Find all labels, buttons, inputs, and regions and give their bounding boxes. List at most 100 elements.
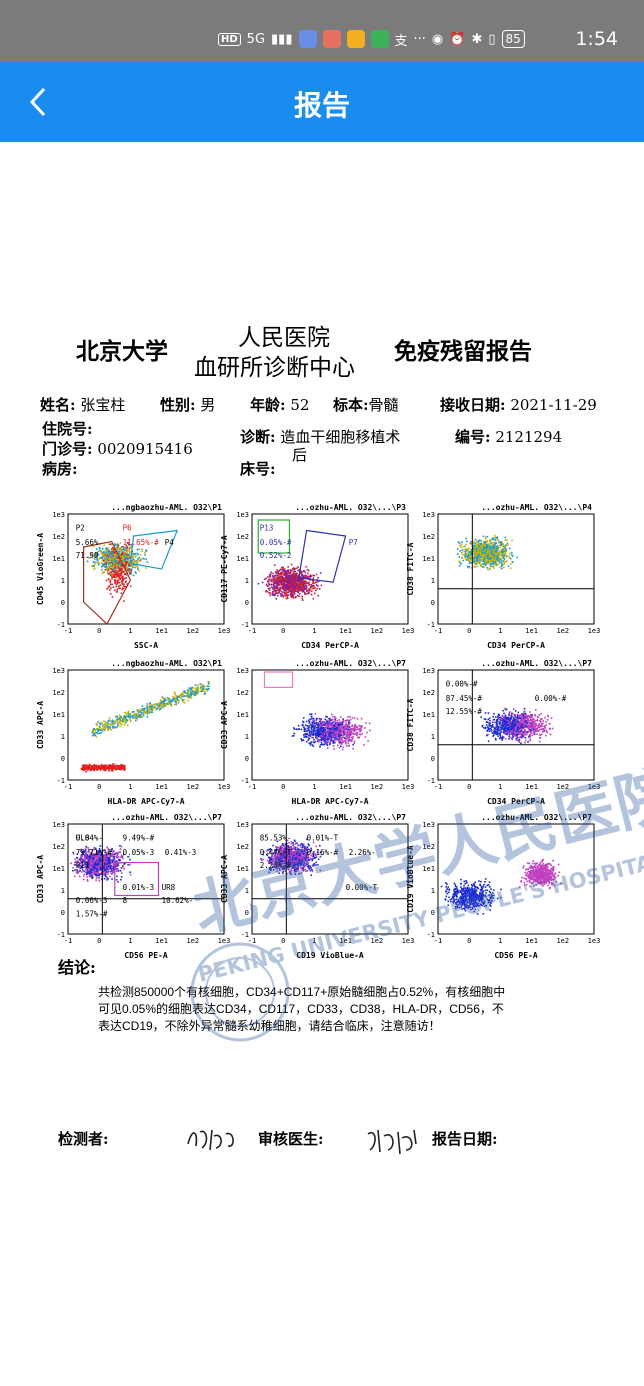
event-dot — [275, 581, 278, 584]
event-dot — [356, 736, 359, 739]
event-dot — [481, 551, 483, 554]
event-dot — [280, 573, 282, 576]
event-dot — [178, 694, 181, 697]
event-dot — [322, 722, 324, 725]
event-dot — [485, 564, 487, 567]
event-dot — [366, 731, 368, 734]
event-dot — [491, 553, 493, 556]
event-dot — [177, 702, 180, 704]
event-dot — [277, 582, 279, 584]
gate-label: 11.65%-# — [123, 538, 160, 547]
event-dot — [100, 731, 103, 734]
event-dot — [109, 725, 111, 728]
event-dot — [324, 737, 327, 740]
event-dot — [104, 724, 107, 727]
event-dot — [92, 729, 94, 732]
event-dot — [284, 594, 286, 597]
event-dot — [484, 559, 486, 562]
event-dot — [172, 697, 175, 700]
event-dot — [174, 700, 176, 703]
event-dot — [309, 730, 311, 733]
event-dot — [268, 574, 271, 576]
event-dot — [306, 576, 309, 579]
event-dot — [510, 717, 513, 720]
event-dot — [208, 688, 210, 690]
event-dot — [155, 708, 157, 711]
event-dot — [360, 726, 363, 729]
event-dot — [337, 738, 340, 740]
event-dot — [118, 569, 121, 572]
event-dot — [508, 714, 511, 716]
event-dot — [323, 732, 326, 735]
event-dot — [190, 692, 193, 694]
event-dot — [119, 554, 121, 557]
clock: 1:54 — [575, 28, 618, 50]
event-dot — [347, 737, 350, 739]
event-dot — [107, 559, 109, 561]
event-dot — [493, 564, 495, 567]
event-dot — [194, 687, 196, 689]
event-dot — [282, 580, 284, 582]
event-dot — [299, 581, 301, 584]
event-dot — [494, 543, 497, 545]
gate-polygon — [129, 529, 179, 570]
event-dot — [137, 559, 140, 561]
event-dot — [323, 740, 325, 743]
event-dot — [111, 766, 113, 769]
event-dot — [466, 551, 469, 553]
event-dot — [111, 552, 113, 555]
event-dot — [347, 730, 349, 733]
event-dot — [525, 713, 527, 716]
event-dot — [304, 588, 307, 590]
event-dot — [114, 570, 117, 573]
event-dot — [270, 580, 273, 583]
event-dot — [124, 718, 127, 721]
event-dot — [461, 541, 463, 544]
event-dot — [182, 692, 185, 694]
event-dot — [464, 555, 467, 558]
event-dot — [91, 768, 93, 770]
event-dot — [277, 584, 280, 586]
event-dot — [80, 768, 83, 770]
event-dot — [459, 545, 462, 547]
event-dot — [89, 764, 91, 767]
event-dot — [306, 735, 308, 738]
event-dot — [494, 561, 496, 564]
event-dot — [302, 585, 304, 588]
event-dot — [98, 562, 100, 564]
event-dot — [93, 557, 96, 560]
event-dot — [129, 585, 132, 588]
event-dot — [105, 566, 107, 568]
event-dot — [489, 547, 491, 549]
event-dot — [119, 718, 121, 720]
event-dot — [292, 593, 294, 596]
event-dot — [460, 543, 463, 546]
event-dot — [488, 728, 491, 730]
event-dot — [338, 723, 340, 726]
event-dot — [124, 768, 126, 770]
event-dot — [340, 732, 342, 734]
event-dot — [477, 552, 479, 554]
event-dot — [279, 586, 281, 589]
event-dot — [107, 557, 109, 559]
event-dot — [125, 549, 128, 552]
event-dot — [494, 555, 497, 558]
event-dot — [279, 568, 282, 571]
event-dot — [369, 729, 371, 732]
event-dot — [175, 703, 178, 706]
event-dot — [484, 563, 487, 566]
back-arrow-icon[interactable] — [22, 84, 58, 120]
event-dot — [490, 554, 493, 557]
event-dot — [335, 739, 337, 742]
event-dot — [475, 559, 478, 562]
event-dot — [320, 718, 322, 721]
event-dot — [136, 709, 138, 712]
event-dot — [116, 572, 118, 574]
event-dot — [308, 729, 311, 732]
event-dot — [315, 719, 318, 721]
event-dot — [336, 730, 339, 733]
event-dot — [123, 555, 126, 557]
x-tick-label: 1 — [312, 627, 316, 635]
x-tick-label: 1 — [128, 783, 132, 791]
event-dot — [343, 733, 345, 735]
